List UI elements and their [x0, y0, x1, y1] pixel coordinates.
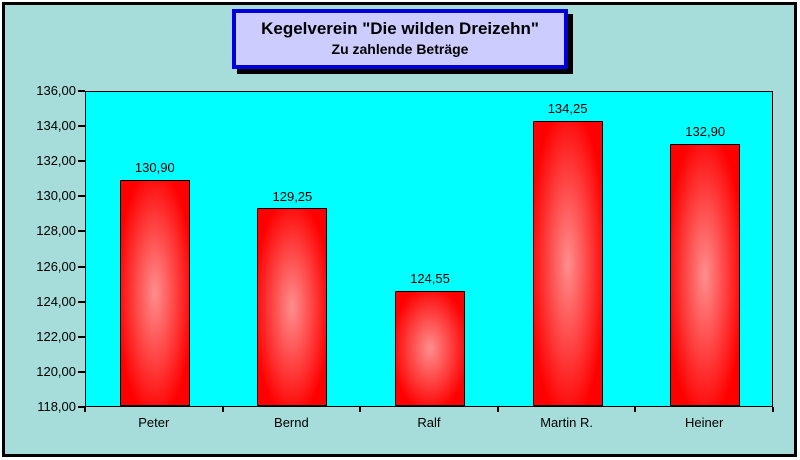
y-axis-tick — [78, 300, 85, 303]
chart-title: Kegelverein "Die wilden Dreizehn" — [261, 19, 539, 38]
bar-value-label-bernd: 129,25 — [272, 188, 313, 204]
plot-area: 130,90 129,25 124,55 134,25 132,90 — [85, 91, 773, 407]
category-label-peter: Peter — [138, 415, 170, 430]
bar-heiner — [670, 144, 741, 406]
category-label-heiner: Heiner — [685, 415, 724, 430]
chart-title-box: Kegelverein "Die wilden Dreizehn" Zu zah… — [232, 9, 568, 69]
bar-bernd — [257, 208, 328, 406]
y-axis-tick — [78, 195, 85, 198]
x-axis-tick — [634, 407, 636, 412]
bar-ralf — [395, 291, 465, 406]
bar-peter — [119, 180, 190, 406]
bar-value-label-peter: 130,90 — [134, 159, 175, 175]
bar-value-label-heiner: 132,90 — [685, 124, 726, 140]
y-axis-tick — [78, 406, 85, 408]
x-axis-tick — [497, 407, 499, 412]
y-axis-tick-label: 130,00 — [36, 188, 76, 204]
y-axis-tick-label: 118,00 — [37, 399, 76, 414]
y-axis-tick-label: 120,00 — [36, 363, 76, 379]
x-axis-tick — [772, 407, 774, 412]
y-axis-tick — [78, 265, 85, 268]
y-axis-tick — [78, 160, 85, 163]
y-axis-tick-label: 122,00 — [36, 328, 76, 344]
y-axis-tick-label: 124,00 — [36, 293, 76, 309]
y-axis-tick-label: 128,00 — [36, 223, 76, 239]
bar-value-label-martin-r: 134,25 — [547, 100, 588, 116]
y-axis-tick-label: 132,00 — [36, 153, 76, 169]
bar-value-label-ralf: 124,55 — [410, 271, 450, 286]
x-axis-tick — [359, 407, 361, 412]
category-label-ralf: Ralf — [417, 415, 441, 430]
y-axis-tick-label: 134,00 — [36, 118, 76, 134]
x-axis-tick — [222, 407, 224, 412]
y-axis-tick — [78, 125, 85, 128]
y-axis-tick — [78, 90, 85, 92]
bar-martin-r — [532, 121, 603, 406]
y-axis-tick — [78, 230, 85, 233]
y-axis-tick-label: 136,00 — [36, 83, 76, 98]
y-axis-tick — [78, 335, 85, 338]
y-axis-tick — [78, 370, 85, 373]
category-label-martin-r: Martin R. — [540, 415, 593, 430]
chart-subtitle: Zu zahlende Beträge — [331, 41, 469, 57]
x-axis-tick — [84, 407, 86, 412]
category-label-bernd: Bernd — [274, 415, 309, 430]
y-axis-tick-label: 126,00 — [36, 258, 76, 274]
